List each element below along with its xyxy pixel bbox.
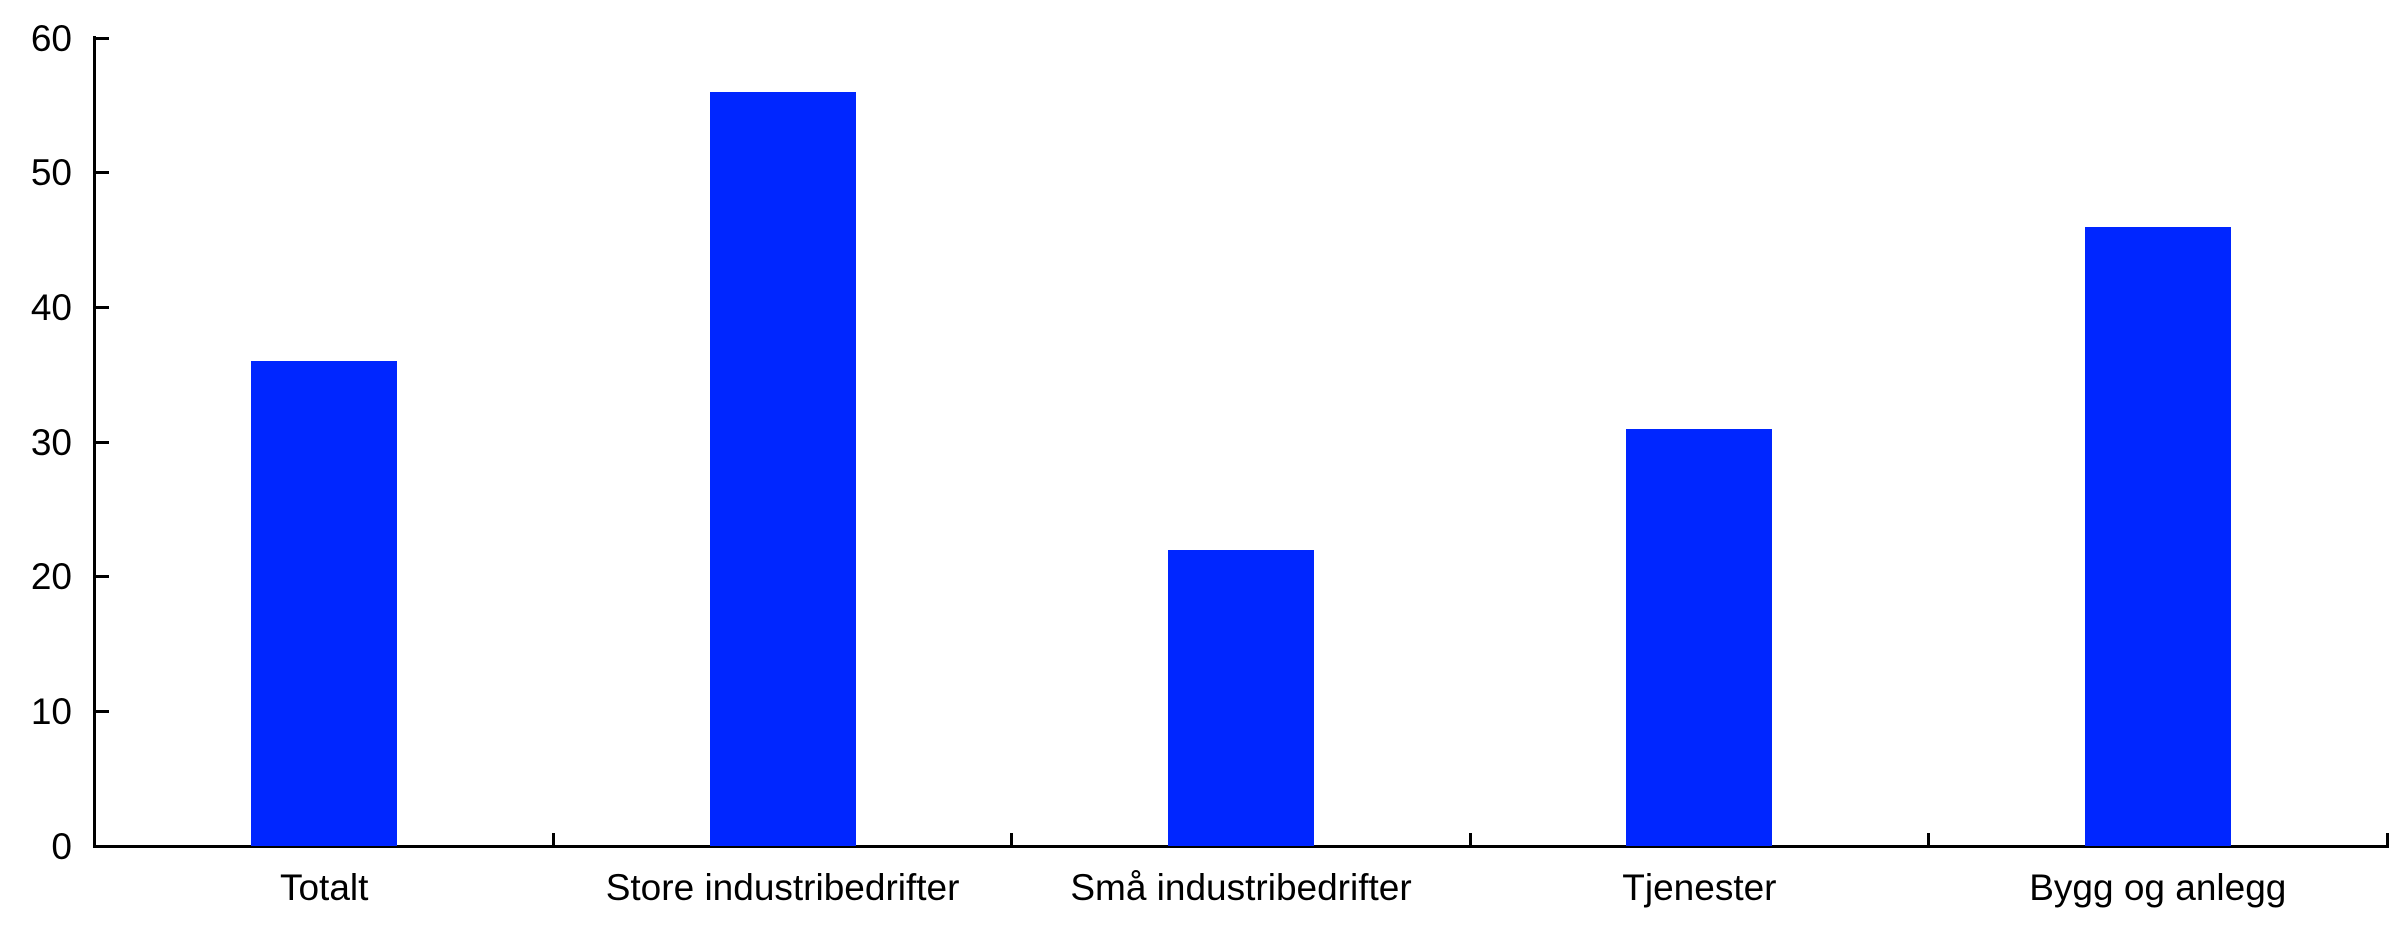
y-tick-label: 30 (30, 421, 72, 463)
y-axis-tick (96, 575, 109, 579)
x-category-label-store-industribedrifter: Store industribedrifter (605, 867, 960, 908)
x-axis-tick (1468, 833, 1472, 845)
y-axis-tick (96, 844, 109, 848)
y-axis-tick (96, 305, 109, 309)
bar-store-industribedrifter (709, 91, 856, 846)
y-tick-label: 10 (30, 690, 72, 732)
x-category-label-totalt: Totalt (279, 867, 369, 908)
x-axis-tick (1927, 833, 1931, 845)
x-category-label-sma-industribedrifter: Små industribedrifter (1070, 867, 1412, 908)
x-axis-tick (1010, 833, 1014, 845)
bar-totalt (251, 361, 398, 846)
y-tick-label: 0 (51, 825, 72, 867)
x-category-label-bygg-og-anlegg: Bygg og anlegg (2029, 867, 2287, 908)
y-tick-label: 40 (30, 286, 72, 328)
x-category-label-tjenester: Tjenester (1622, 867, 1777, 908)
bar-sma-industribedrifter (1168, 549, 1314, 846)
bar-tjenester (1626, 428, 1773, 846)
y-axis-tick (96, 440, 109, 444)
y-tick-label: 20 (30, 556, 72, 598)
x-axis (93, 845, 2389, 848)
y-tick-label: 50 (30, 152, 72, 194)
y-tick-label: 60 (30, 17, 72, 59)
y-axis-tick (96, 171, 109, 175)
y-axis-tick (96, 36, 109, 40)
x-axis-end-tick (2385, 833, 2389, 845)
y-axis (93, 36, 96, 848)
y-axis-tick (96, 709, 109, 713)
x-axis-tick (551, 833, 555, 845)
bar-bygg-og-anlegg (2084, 226, 2231, 846)
